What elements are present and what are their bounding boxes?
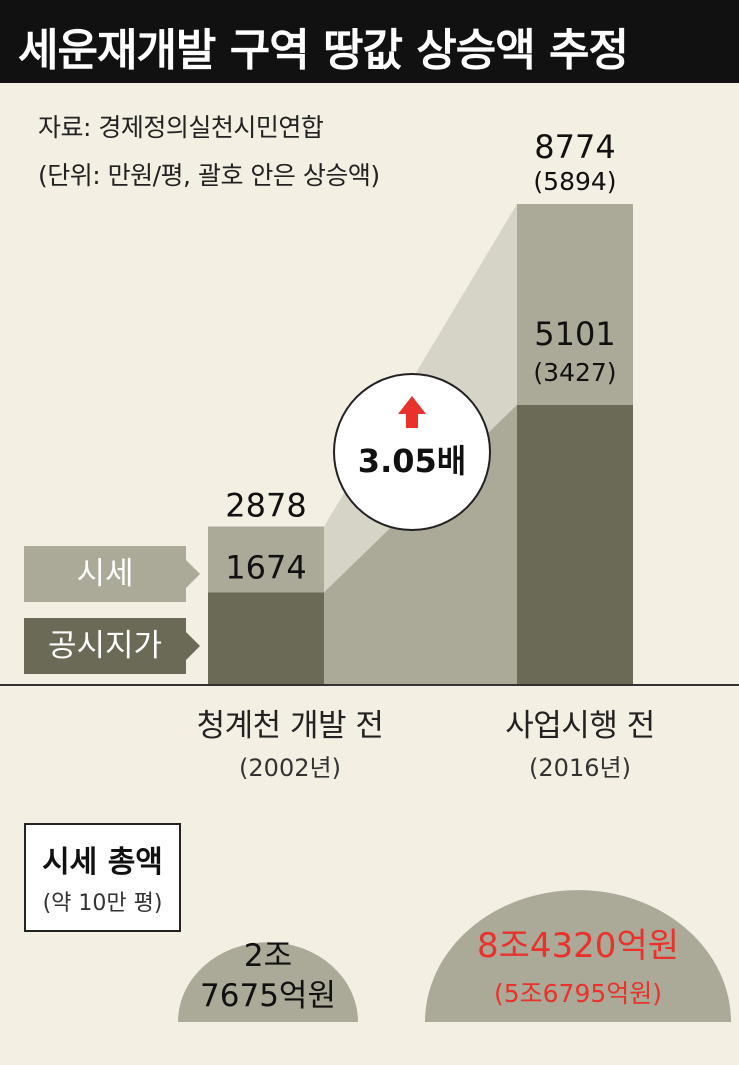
legend-market-pointer <box>186 560 200 588</box>
total-before-mound <box>178 942 358 1022</box>
value-label-market-0: 2878 <box>225 487 306 525</box>
unit-note: (단위: 만원/평, 괄호 안은 상승액) <box>38 161 380 190</box>
increase-badge-circle <box>333 373 491 531</box>
value-label-market-1: 8774 <box>534 128 615 166</box>
category-year-before: (2002년) <box>239 754 341 782</box>
increase-badge-label: 3.05배 <box>358 442 466 480</box>
value-label-official-increase-1: (3427) <box>533 358 616 387</box>
value-label-official-0: 1674 <box>225 549 306 587</box>
bar-official-1 <box>517 404 633 684</box>
total-title: 시세 총액 <box>42 845 163 880</box>
total-value-box: 시세 총액 (약 10만 평) <box>24 823 181 932</box>
total-after-mound <box>425 890 731 1022</box>
chart-title: 세운재개발 구역 땅값 상승액 추정 <box>18 25 629 76</box>
total-subtitle: (약 10만 평) <box>42 891 163 916</box>
total-after-value: 8조4320억원 <box>477 926 679 966</box>
total-after-label: 8조4320억원 (5조6795억원) <box>425 922 731 1018</box>
legend-official: 공시지가 <box>24 618 186 674</box>
bar-market-0 <box>208 526 324 593</box>
value-label-official-1: 5101 <box>534 315 615 353</box>
total-before-label: 2조 7675억원 <box>180 936 356 1016</box>
category-label-after: 사업시행 전 <box>505 708 655 744</box>
total-before-line2: 7675억원 <box>200 978 336 1014</box>
category-label-before: 청계천 개발 전 <box>196 708 384 744</box>
value-label-market-increase-1: (5894) <box>533 167 616 196</box>
title-bar: 세운재개발 구역 땅값 상승액 추정 <box>0 0 739 83</box>
legend-official-pointer <box>186 632 200 660</box>
up-arrow-icon <box>398 396 426 428</box>
total-after-increase: (5조6795억원) <box>493 979 663 1008</box>
total-before-line1: 2조 <box>243 938 293 974</box>
bar-market-1 <box>517 204 633 405</box>
legend-market: 시세 <box>24 546 186 602</box>
category-year-after: (2016년) <box>529 754 631 782</box>
source-note: 자료: 경제정의실천시민연합 <box>38 113 324 142</box>
bar-official-0 <box>208 592 324 684</box>
